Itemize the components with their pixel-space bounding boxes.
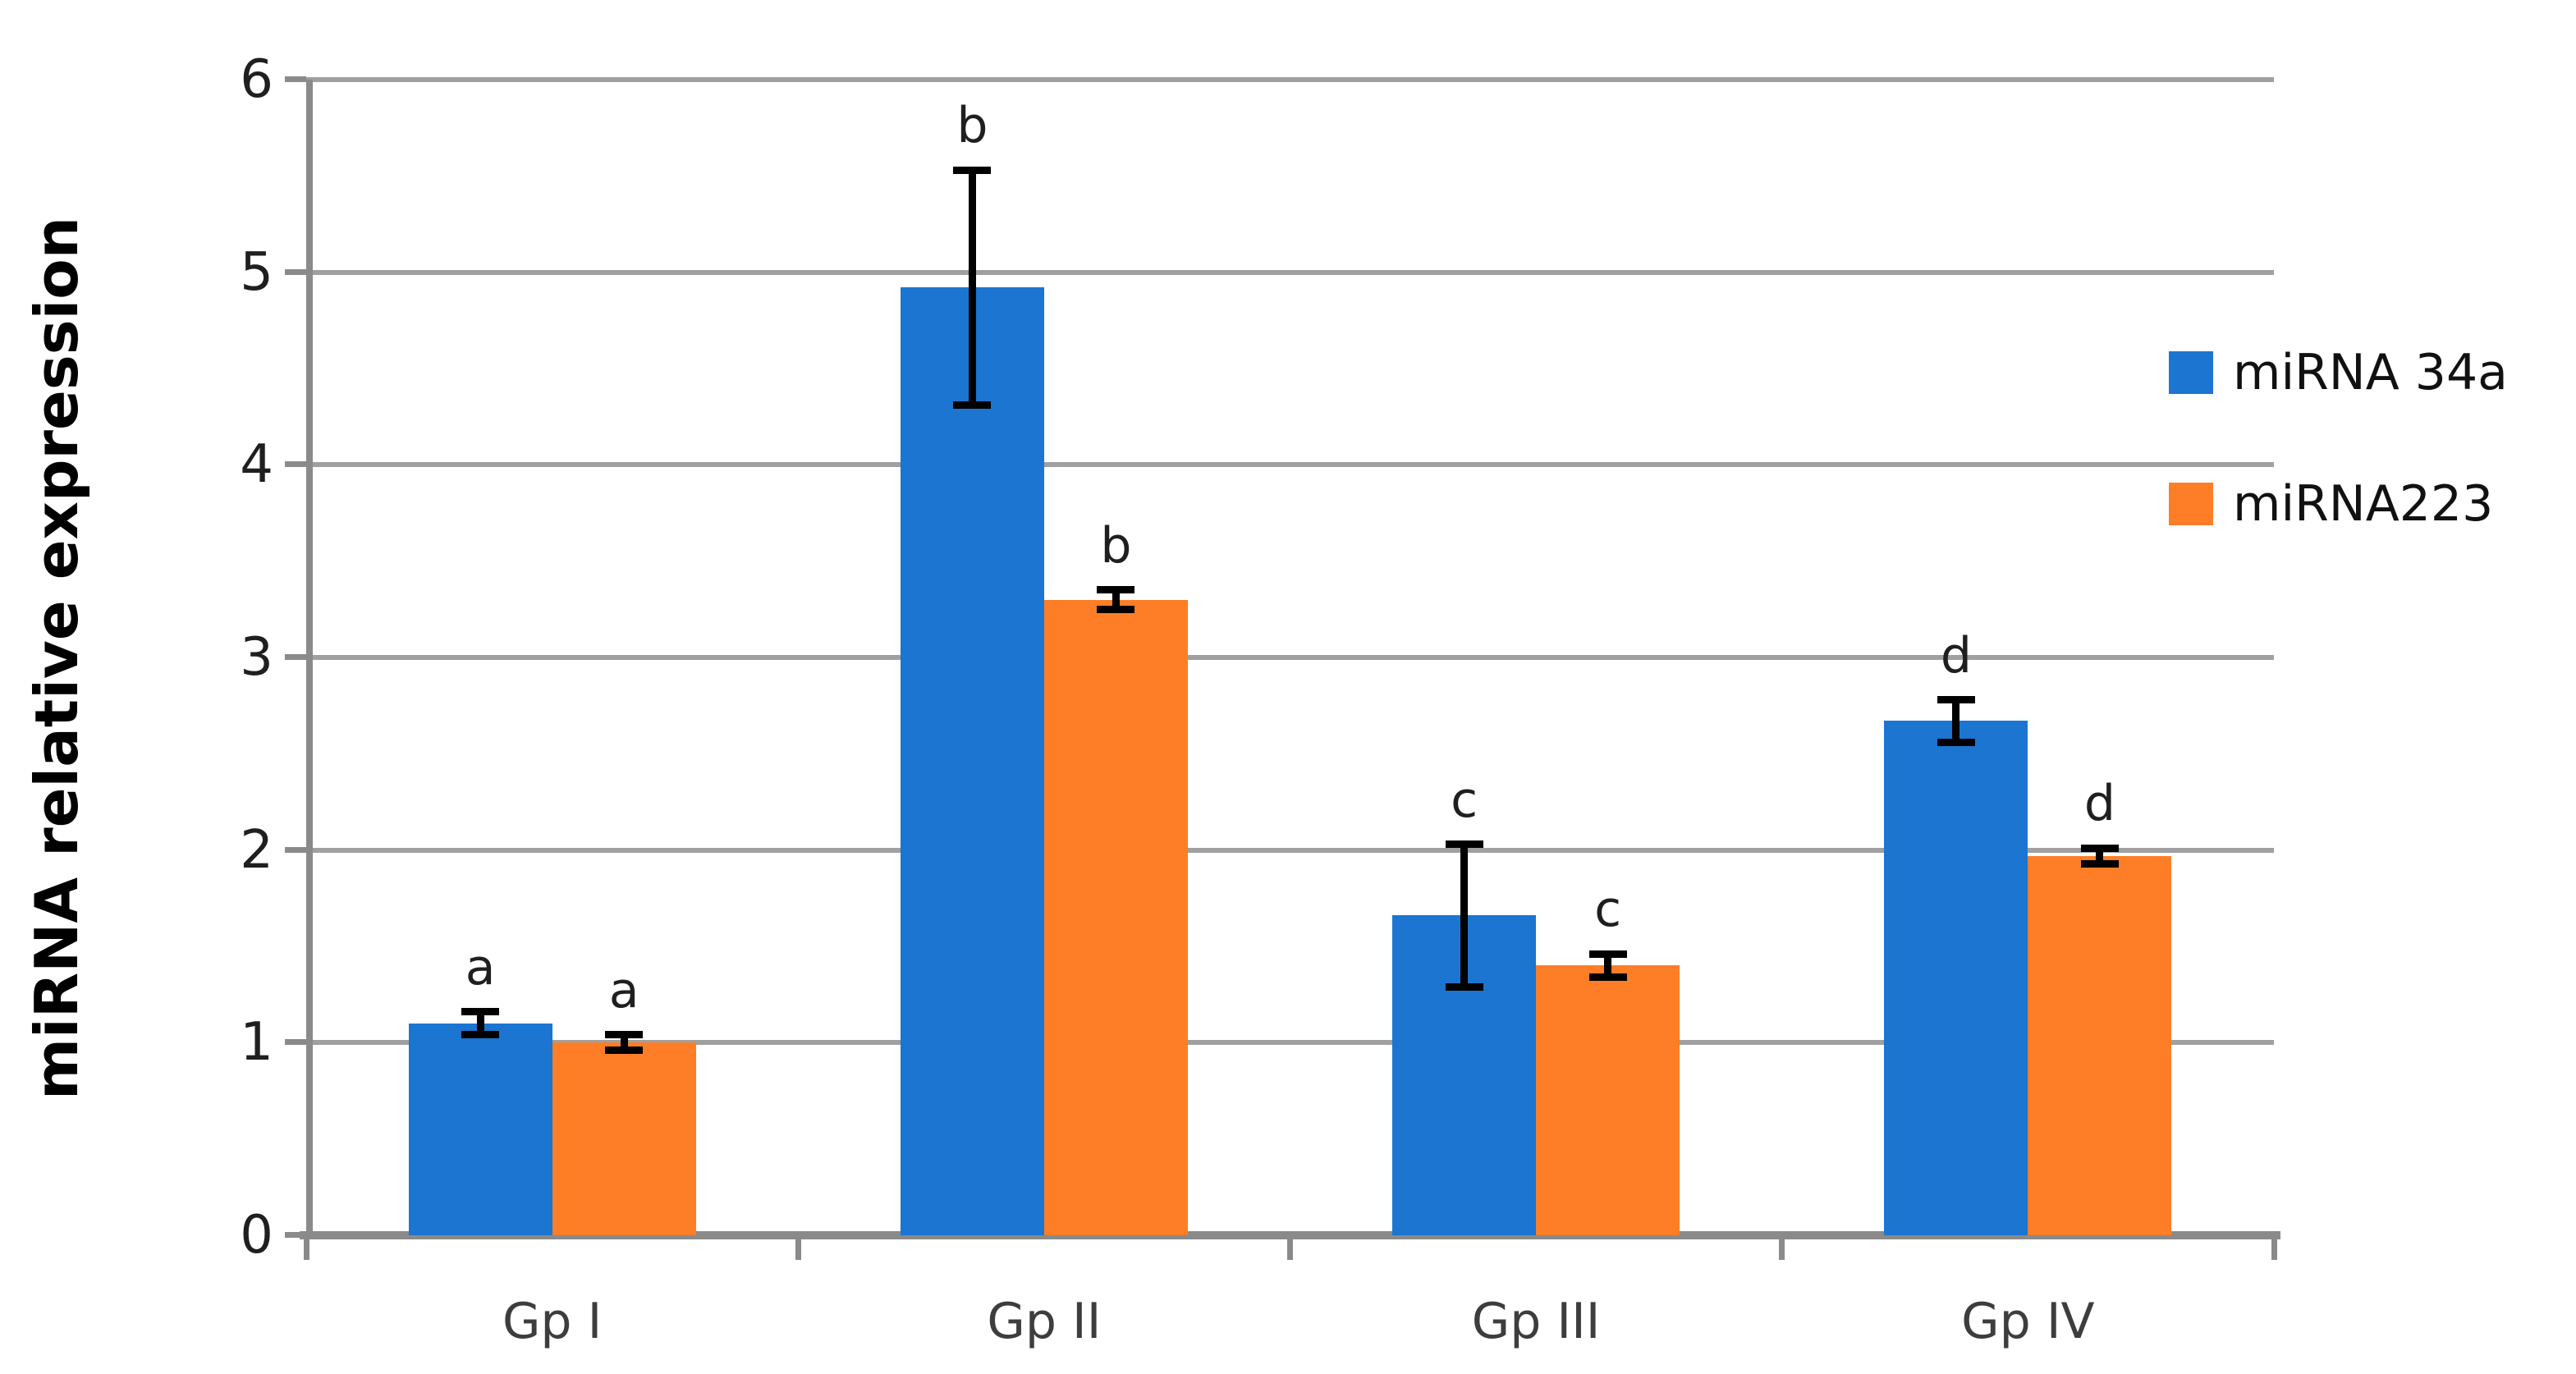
y-axis-tick-4 <box>285 461 306 468</box>
error-bar-line <box>1952 699 1960 743</box>
error-bar-line <box>1460 844 1469 987</box>
error-bar-cap-bottom <box>1445 982 1483 991</box>
x-axis-tick-4 <box>2271 1235 2277 1260</box>
legend-label-mirna-223: miRNA223 <box>2233 475 2494 533</box>
gridline-y-3 <box>306 655 2274 660</box>
bar-mirna223-gp-iv <box>2028 855 2172 1235</box>
significance-letter: b <box>1100 516 1132 575</box>
gridline-y-4 <box>306 462 2274 468</box>
y-tick-label-1: 1 <box>240 1012 273 1074</box>
error-bar-cap-bottom <box>1588 973 1627 982</box>
y-tick-label-0: 0 <box>240 1205 273 1266</box>
bar-mirna-34a-gp-ii <box>900 287 1044 1235</box>
legend: miRNA 34a miRNA223 <box>2169 346 2508 530</box>
y-tick-label-6: 6 <box>240 49 273 110</box>
gridline-y-2 <box>306 847 2274 853</box>
error-bar-cap-bottom <box>953 401 992 410</box>
bar-mirna223-gp-i <box>552 1042 696 1235</box>
y-tick-label-5: 5 <box>240 241 273 303</box>
significance-letter: c <box>1594 881 1622 939</box>
error-bar-cap-bottom <box>2080 859 2119 868</box>
error-bar-cap-bottom <box>1937 738 1975 746</box>
legend-label-mirna-34a: miRNA 34a <box>2233 344 2508 401</box>
x-category-label-gp-i: Gp I <box>502 1293 603 1350</box>
error-bar-cap-top <box>1097 586 1135 594</box>
error-bar-cap-top <box>461 1008 500 1016</box>
y-axis-tick-3 <box>285 654 306 660</box>
y-axis-tick-5 <box>285 268 306 275</box>
bar-mirna223-gp-iii <box>1536 965 1680 1235</box>
significance-letter: c <box>1451 771 1478 829</box>
x-category-label-gp-iv: Gp IV <box>1961 1293 2095 1350</box>
x-category-label-gp-iii: Gp III <box>1471 1293 1601 1350</box>
error-bar-cap-bottom <box>1097 605 1135 613</box>
significance-letter: a <box>465 938 496 996</box>
legend-item-mirna-223: miRNA223 <box>2169 478 2508 530</box>
significance-letter: b <box>956 97 988 155</box>
error-bar-cap-top <box>1937 696 1975 704</box>
significance-letter: a <box>608 961 639 1019</box>
y-tick-label-2: 2 <box>240 819 273 881</box>
x-axis-tick-0 <box>303 1235 309 1260</box>
x-axis-tick-2 <box>1287 1235 1293 1260</box>
gridline-y-5 <box>306 269 2274 275</box>
bar-mirna-34a-gp-i <box>408 1023 552 1235</box>
error-bar-cap-bottom <box>461 1031 500 1039</box>
x-axis-tick-3 <box>1779 1235 1785 1260</box>
error-bar-cap-bottom <box>605 1047 644 1055</box>
error-bar-cap-top <box>1445 840 1483 849</box>
error-bar-line <box>968 170 976 405</box>
legend-swatch-mirna-34a-icon <box>2169 351 2213 394</box>
y-axis-tick-2 <box>285 846 306 853</box>
y-axis-tick-1 <box>285 1039 306 1046</box>
y-axis-tick-6 <box>285 76 306 82</box>
error-bar-line <box>1112 589 1120 610</box>
y-tick-label-3: 3 <box>240 627 273 688</box>
error-bar-cap-top <box>953 166 992 174</box>
significance-letter: d <box>2083 775 2115 833</box>
y-axis-tick-0 <box>285 1232 306 1238</box>
y-tick-label-4: 4 <box>240 434 273 496</box>
legend-item-mirna-34a: miRNA 34a <box>2169 346 2508 399</box>
x-category-label-gp-ii: Gp II <box>987 1293 1102 1350</box>
gridline-y-1 <box>306 1040 2274 1046</box>
error-bar-line <box>620 1034 628 1051</box>
legend-swatch-mirna-223-icon <box>2169 483 2213 525</box>
bar-mirna-34a-gp-iv <box>1884 721 2028 1235</box>
error-bar-cap-top <box>2080 844 2119 852</box>
bar-mirna223-gp-ii <box>1043 599 1188 1235</box>
error-bar-line <box>476 1011 484 1035</box>
error-bar-line <box>1604 954 1612 978</box>
x-axis-tick-1 <box>795 1235 801 1260</box>
error-bar-cap-top <box>605 1031 644 1039</box>
gridline-y-6 <box>306 77 2274 82</box>
error-bar-line <box>2096 848 2104 864</box>
y-axis-title: miRNA relative expression <box>22 217 91 1100</box>
error-bar-cap-top <box>1588 950 1627 958</box>
plot-area: 0 1 2 3 4 5 6 a a Gp I b b Gp II c c Gp III d d Gp IV <box>240 50 2280 1349</box>
significance-letter: d <box>1940 626 1972 685</box>
y-axis-line <box>306 80 313 1235</box>
